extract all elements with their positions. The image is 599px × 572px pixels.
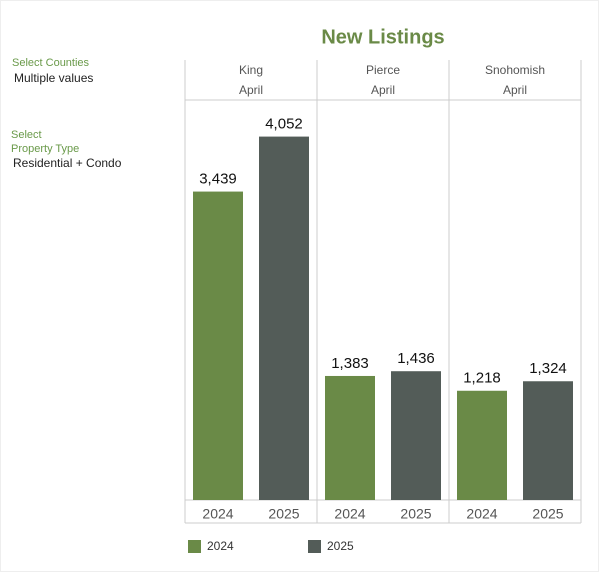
panel-month: April (239, 83, 263, 97)
legend-swatch (308, 540, 321, 553)
bar (193, 191, 243, 500)
x-tick-label: 2025 (532, 506, 563, 522)
panel-label: King (239, 63, 263, 77)
value-label: 1,383 (331, 355, 369, 372)
x-tick-label: 2025 (268, 506, 299, 522)
bar (391, 371, 441, 500)
legend-label: 2025 (327, 539, 354, 553)
x-tick-label: 2024 (334, 506, 365, 522)
bar (325, 375, 375, 500)
legend-swatch (188, 540, 201, 553)
bar (259, 136, 309, 501)
bar (457, 390, 507, 500)
x-tick-label: 2024 (202, 506, 233, 522)
x-tick-label: 2024 (466, 506, 497, 522)
panel-label: Snohomish (485, 63, 545, 77)
panel-month: April (503, 83, 527, 97)
value-label: 1,218 (463, 370, 501, 387)
filter-value[interactable]: Multiple values (14, 71, 93, 85)
filter-label[interactable]: Property Type (11, 143, 79, 155)
filter-value[interactable]: Residential + Condo (13, 156, 122, 170)
panel-month: April (371, 83, 395, 97)
legend-label: 2024 (207, 539, 234, 553)
value-label: 1,436 (397, 350, 435, 367)
value-label: 4,052 (265, 116, 303, 133)
value-label: 3,439 (199, 171, 237, 188)
value-label: 1,324 (529, 360, 567, 377)
x-tick-label: 2025 (400, 506, 431, 522)
panel-label: Pierce (366, 63, 400, 77)
bar (523, 381, 573, 500)
filter-label[interactable]: Select Counties (12, 57, 90, 69)
filter-label[interactable]: Select (11, 129, 42, 141)
chart-title: New Listings (321, 26, 444, 48)
